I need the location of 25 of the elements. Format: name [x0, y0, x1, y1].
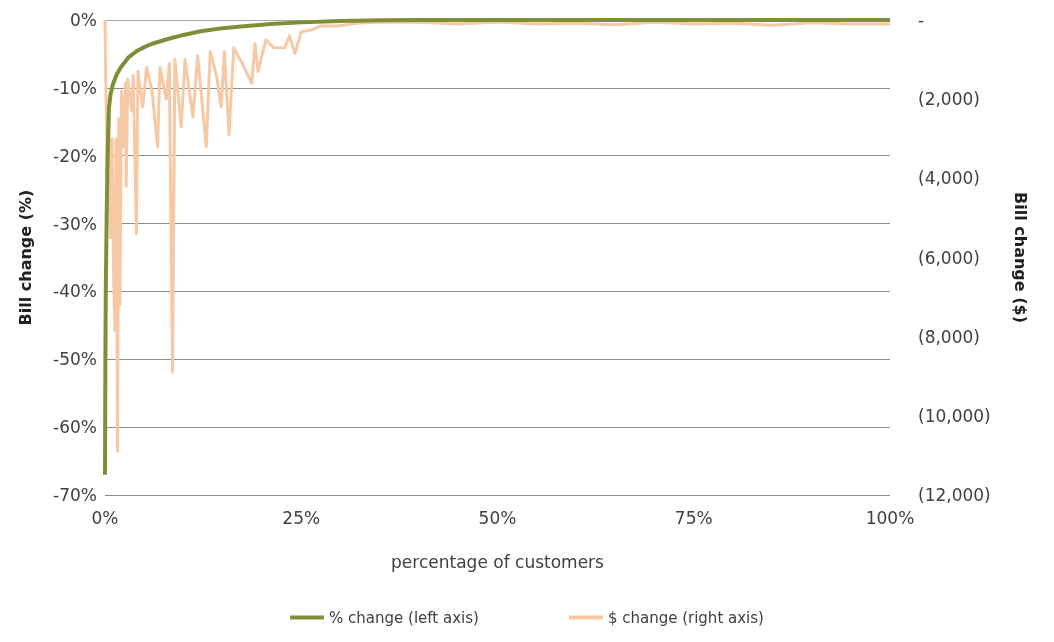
x-axis-title: percentage of customers — [391, 551, 605, 572]
legend-label: % change (left axis) — [329, 608, 479, 627]
y2-tick-label: (12,000) — [918, 485, 991, 505]
x-tick-label: 50% — [478, 507, 517, 528]
x-tick-label: 0% — [91, 507, 119, 528]
y-tick-label: -70% — [53, 485, 97, 505]
y-tick-label: -20% — [53, 145, 97, 166]
y2-tick-label: - — [918, 10, 925, 30]
y-tick-label: 0% — [70, 10, 97, 30]
y-tick-label: -30% — [53, 213, 97, 234]
y-tick-label: -50% — [53, 349, 97, 370]
y2-tick-label: (10,000) — [918, 405, 991, 426]
x-tick-label: 100% — [865, 507, 915, 528]
x-tick-label: 75% — [674, 507, 713, 528]
y2-tick-label: (6,000) — [918, 247, 980, 268]
legend-label: $ change (right axis) — [607, 608, 764, 627]
y2-tick-label: (2,000) — [918, 89, 980, 110]
y-tick-label: -60% — [53, 417, 97, 438]
y-tick-label: -10% — [53, 77, 97, 98]
y2-axis-title: Bill change ($) — [1010, 192, 1030, 323]
y2-tick-label: (4,000) — [918, 168, 980, 189]
y-axis-title: Bill change (%) — [15, 189, 35, 326]
x-tick-label: 25% — [282, 507, 321, 528]
y-tick-label: -40% — [53, 281, 97, 302]
y2-tick-label: (8,000) — [918, 326, 980, 347]
